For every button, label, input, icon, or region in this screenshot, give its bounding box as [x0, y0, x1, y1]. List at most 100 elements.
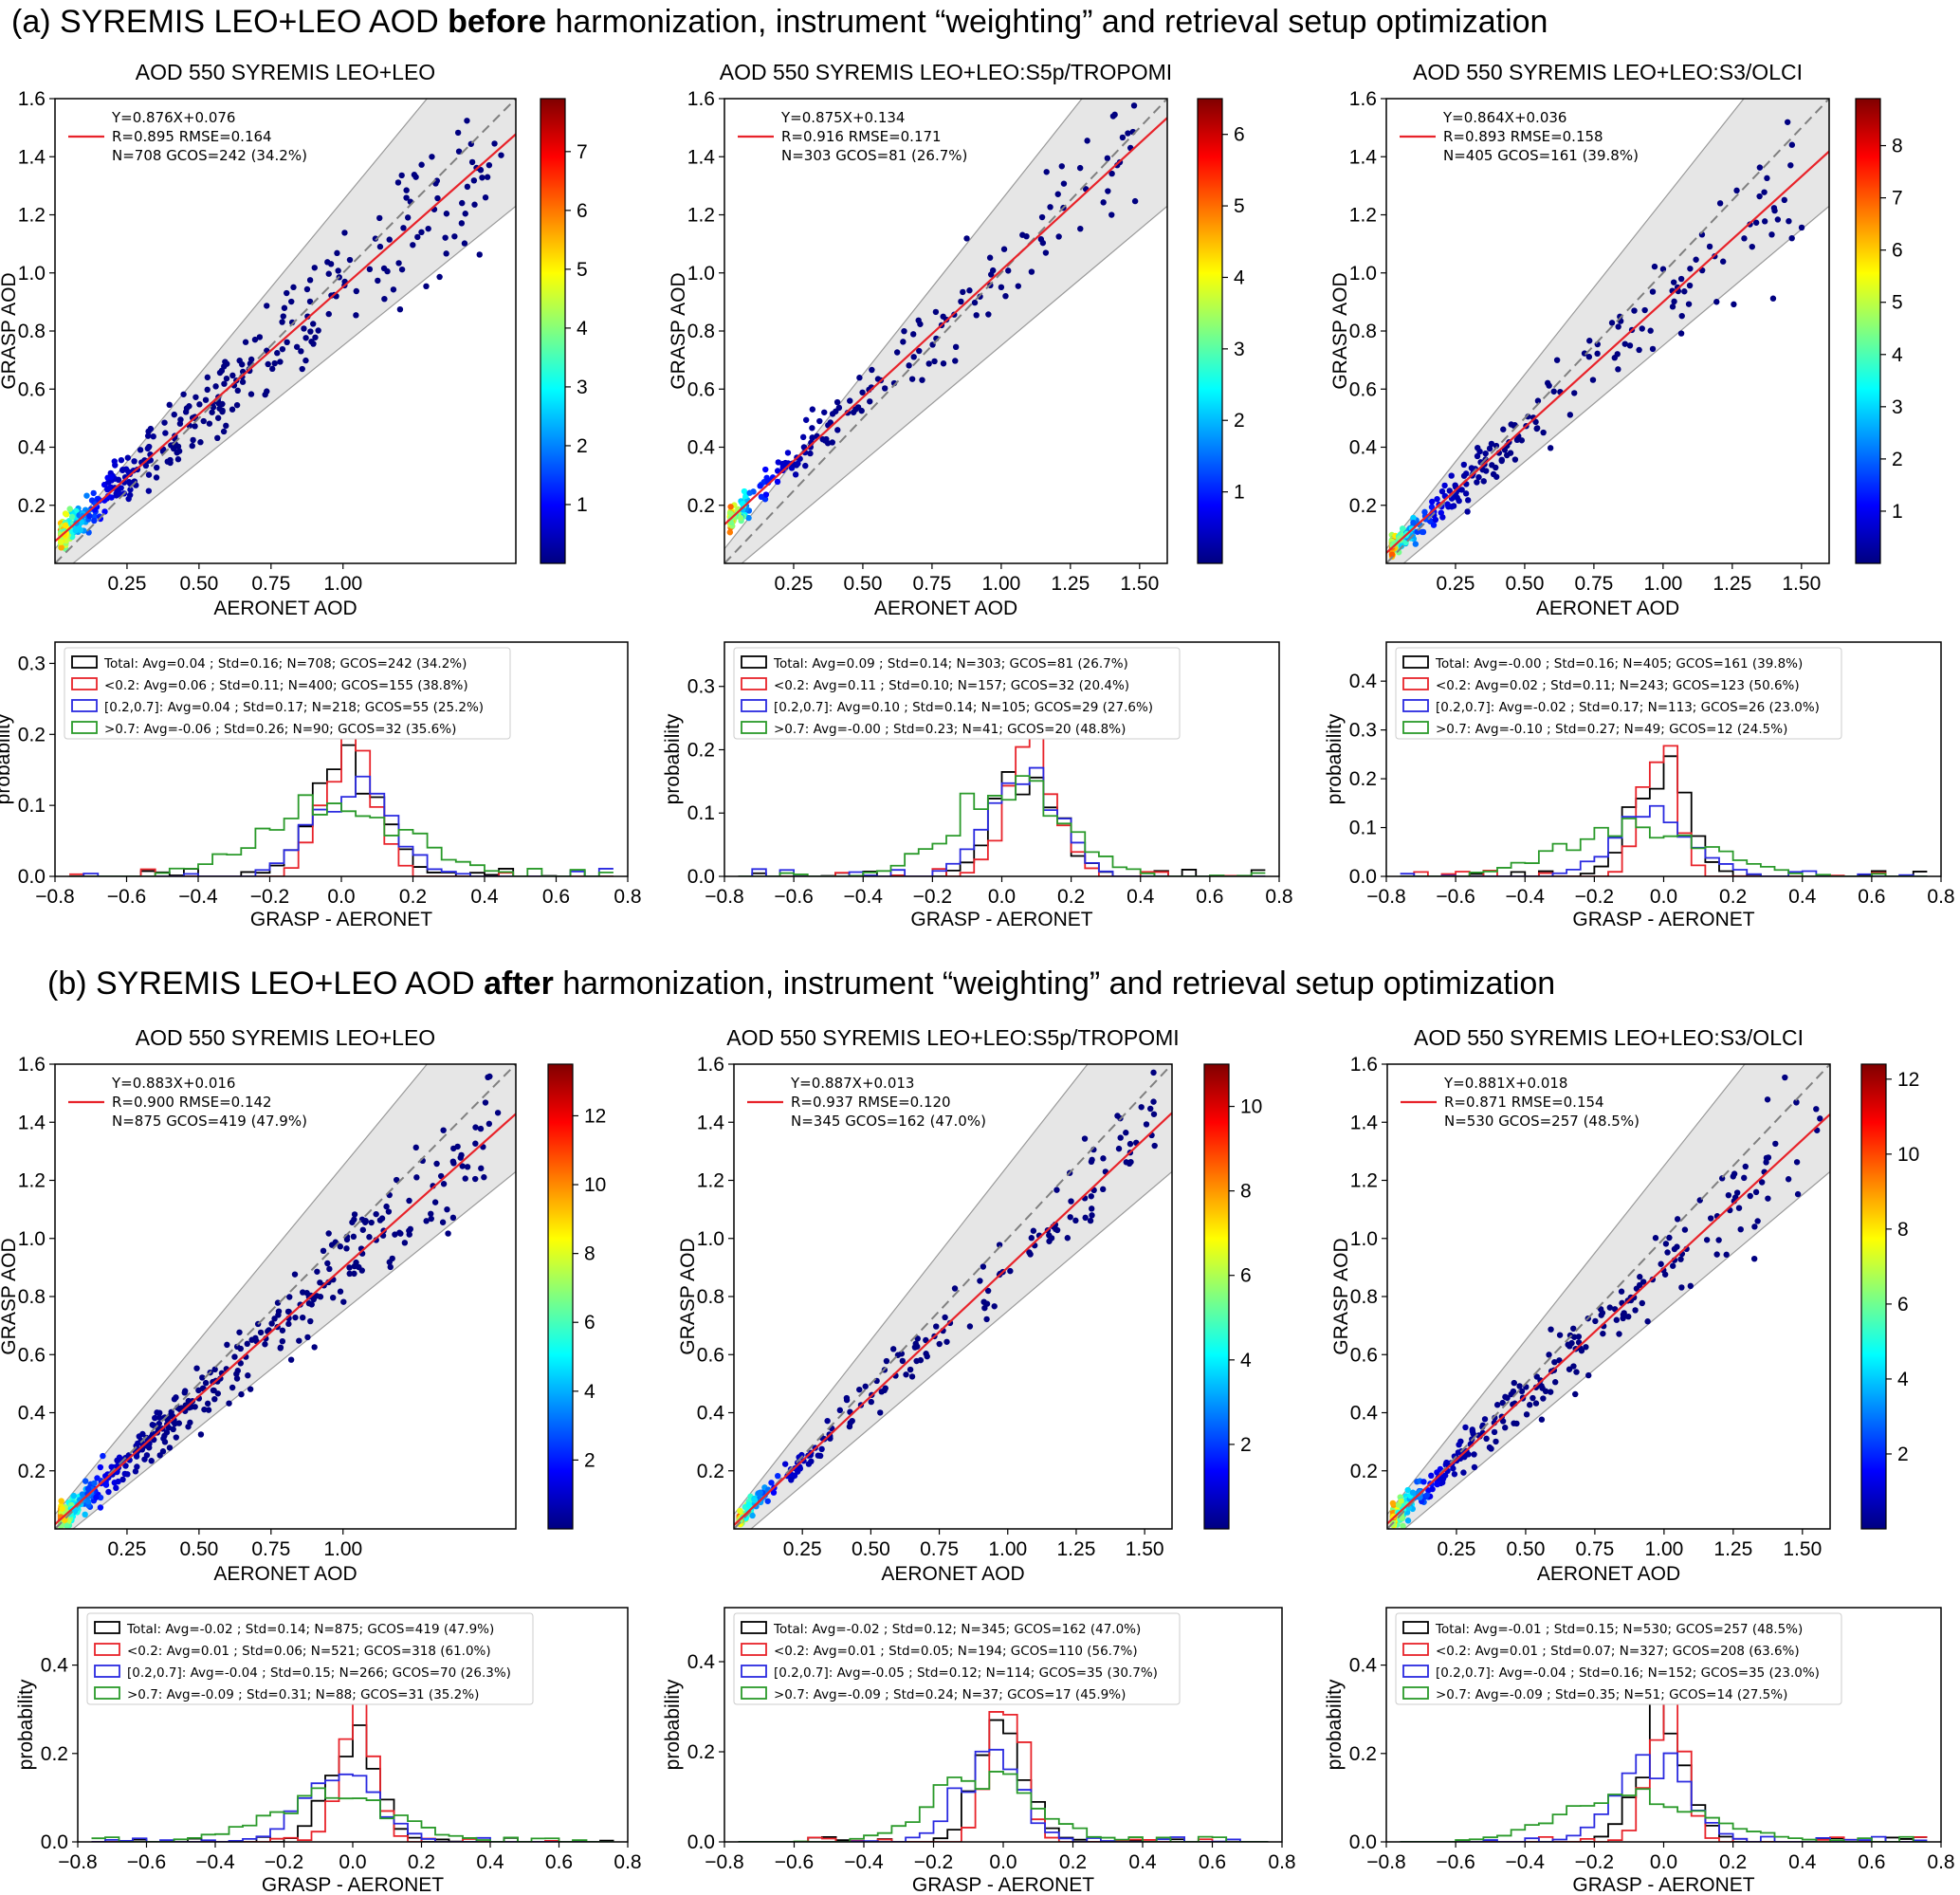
data-point [983, 1300, 991, 1307]
data-point [68, 513, 76, 521]
data-point [93, 1494, 100, 1500]
y-tick-label: 0.8 [687, 321, 715, 342]
x-tick-label: 0.6 [1858, 886, 1885, 908]
data-point [1616, 1331, 1622, 1337]
legend-entry: Total: Avg=-0.00 ; Std=0.16; N=405; GCOS… [1435, 656, 1803, 672]
fit-line [1386, 150, 1829, 554]
data-point [1511, 1379, 1517, 1387]
data-point [1143, 92, 1148, 98]
colorbar-tick-label: 2 [1897, 1444, 1909, 1465]
histogram-panel-0: −0.8 −0.6 −0.4 −0.2 0.0 0.2 0.4 0.6 0.8 0.0 0.1 0.2… [0, 641, 642, 930]
data-point [1483, 1435, 1490, 1443]
legend-entry: >0.7: Avg=-0.09 ; Std=0.31; N=88; GCOS=3… [127, 1687, 479, 1702]
data-point [1474, 452, 1481, 460]
data-point [1518, 437, 1526, 444]
data-point [1038, 213, 1046, 221]
data-point [491, 140, 498, 147]
section-b-suffix: harmonization, instrument “weighting” an… [554, 966, 1555, 1002]
fit-stats-line: R=0.916 RMSE=0.171 [781, 128, 942, 145]
data-point [1693, 256, 1699, 263]
data-point [105, 485, 112, 492]
colorbar-tick-label: 2 [577, 435, 588, 457]
data-point [210, 404, 217, 411]
data-point [899, 1357, 907, 1365]
fit-stats-line: N=708 GCOS=242 (34.2%) [112, 147, 307, 164]
data-point [349, 1219, 356, 1225]
data-point [914, 1335, 921, 1342]
data-point [1735, 1205, 1743, 1211]
legend-entry: [0.2,0.7]: Avg=-0.04 ; Std=0.16; N=152; … [1436, 1665, 1820, 1681]
data-point [244, 1340, 250, 1348]
data-point [375, 277, 381, 285]
colorbar-tick-label: 5 [577, 259, 588, 281]
colorbar-tick-label: 12 [1897, 1069, 1919, 1091]
y-axis-label: probability [1324, 1679, 1346, 1770]
data-point [1439, 1476, 1446, 1483]
fit-stats-line: R=0.871 RMSE=0.154 [1444, 1094, 1604, 1111]
data-point [1571, 390, 1578, 396]
data-point [378, 1215, 386, 1222]
y-tick-label: 0.2 [687, 1741, 715, 1763]
x-tick-label: −0.6 [127, 1851, 166, 1873]
data-point [1441, 482, 1448, 489]
data-point [977, 293, 983, 300]
legend-entry: [0.2,0.7]: Avg=0.04 ; Std=0.17; N=218; G… [104, 700, 484, 715]
colorbar-tick-label: 12 [584, 1105, 606, 1127]
data-point [1763, 1154, 1770, 1162]
data-point [1620, 1315, 1626, 1322]
plot-area [69, 716, 614, 876]
data-point [952, 343, 960, 351]
data-point [299, 365, 305, 373]
data-point [1725, 1191, 1732, 1199]
data-point [353, 312, 359, 319]
data-point [1625, 1314, 1632, 1320]
y-tick-label: 1.2 [697, 1170, 724, 1192]
data-point [353, 287, 360, 295]
data-point [1429, 1485, 1436, 1493]
data-point [301, 325, 307, 332]
data-point [181, 1388, 189, 1394]
one-to-one-line [734, 1064, 1172, 1529]
data-point [1126, 1160, 1133, 1168]
data-point [1482, 450, 1489, 457]
data-point [199, 1374, 206, 1381]
x-tick-label: −0.2 [913, 886, 952, 908]
legend-entry: >0.7: Avg=-0.06 ; Std=0.26; N=90; GCOS=3… [104, 722, 456, 737]
data-point [279, 345, 286, 353]
data-point [966, 287, 973, 294]
data-point [792, 471, 799, 478]
data-point [788, 1477, 795, 1483]
histogram-series-lt02 [738, 1711, 1269, 1842]
x-tick-label: 1.00 [323, 1538, 362, 1560]
y-tick-label: 0.1 [18, 795, 46, 817]
data-point [125, 479, 133, 486]
data-point [1764, 175, 1770, 182]
data-point [1493, 1438, 1499, 1445]
y-tick-label: 1.2 [18, 1170, 46, 1192]
data-point [284, 339, 290, 346]
data-point [1088, 1193, 1094, 1200]
data-point [310, 321, 317, 327]
data-point [1005, 267, 1012, 274]
colorbar-tick-label: 7 [1892, 188, 1903, 210]
colorbar-tick-label: 8 [1897, 1219, 1909, 1241]
data-point [211, 1366, 218, 1373]
data-point [757, 1489, 763, 1496]
data-point [434, 194, 441, 202]
data-point [279, 1337, 286, 1345]
x-axis-label: AERONET AOD [213, 598, 357, 619]
data-point [916, 347, 923, 355]
data-point [1412, 541, 1420, 547]
x-tick-label: −0.4 [195, 1851, 235, 1873]
x-tick-label: 0.50 [179, 573, 218, 595]
data-point [816, 417, 823, 425]
data-point [418, 229, 425, 236]
data-point [406, 1197, 412, 1205]
legend-entry: <0.2: Avg=0.01 ; Std=0.07; N=327; GCOS=2… [1436, 1644, 1800, 1659]
data-point [214, 414, 222, 421]
data-point [1608, 320, 1616, 326]
data-point [1028, 268, 1035, 275]
data-point [881, 385, 888, 392]
data-point [1761, 189, 1768, 195]
